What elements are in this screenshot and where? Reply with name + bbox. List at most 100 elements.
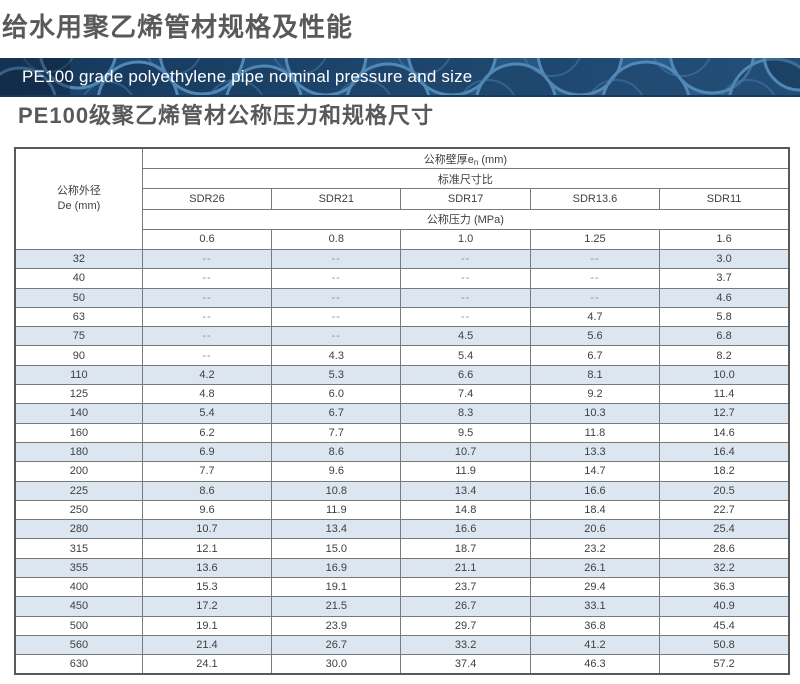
cell-sdr13-6: 46.3 [529, 654, 661, 675]
cell-sdr26: -- [141, 306, 273, 328]
cell-sdr17: 6.6 [400, 364, 531, 386]
table-row: 355 13.6 16.9 21.1 26.1 32.2 [14, 557, 790, 578]
cell-de: 400 [14, 576, 143, 598]
table-row: 110 4.2 5.3 6.6 8.1 10.0 [14, 364, 790, 386]
cell-sdr26: 12.1 [141, 538, 273, 559]
cell-sdr26: 24.1 [141, 654, 273, 675]
cell-sdr21: 30.0 [271, 654, 402, 675]
cell-sdr17: 10.7 [400, 441, 531, 463]
cell-sdr26: 4.2 [141, 364, 273, 386]
cell-sdr13-6: 5.6 [529, 326, 661, 347]
header-nominal-outside-diameter: 公称外径 De (mm) [14, 147, 143, 250]
cell-sdr17: 5.4 [400, 345, 531, 366]
header-sdr21: SDR21 [271, 188, 402, 210]
cell-sdr17: 16.6 [400, 519, 531, 540]
cell-sdr13-6: 13.3 [529, 441, 661, 463]
cell-sdr21: 15.0 [271, 538, 402, 559]
cell-sdr26: -- [141, 326, 273, 347]
pressure-0-8: 0.8 [271, 228, 402, 250]
header-sdr17: SDR17 [400, 188, 531, 210]
table-row: 90 -- 4.3 5.4 6.7 8.2 [14, 345, 790, 366]
cell-de: 450 [14, 596, 143, 617]
cell-de: 32 [14, 248, 143, 270]
cell-sdr26: -- [141, 345, 273, 366]
cell-sdr21: 8.6 [271, 441, 402, 463]
wall-header-subscript: n [473, 157, 479, 167]
cell-sdr11: 12.7 [659, 403, 790, 424]
cell-de: 110 [14, 364, 143, 386]
cell-sdr11: 10.0 [659, 364, 790, 386]
cell-sdr17: 11.9 [400, 461, 531, 482]
cell-sdr26: 7.7 [141, 461, 273, 482]
cell-de: 63 [14, 306, 143, 328]
header-sdr13-6: SDR13.6 [529, 188, 661, 210]
cell-sdr13-6: 33.1 [529, 596, 661, 617]
cell-sdr11: 3.7 [659, 268, 790, 289]
cell-de: 250 [14, 499, 143, 521]
cell-sdr11: 6.8 [659, 326, 790, 347]
cell-sdr13-6: 26.1 [529, 557, 661, 578]
cell-sdr17: -- [400, 268, 531, 289]
cell-sdr21: 9.6 [271, 461, 402, 482]
table-row: 500 19.1 23.9 29.7 36.8 45.4 [14, 615, 790, 636]
cell-sdr11: 32.2 [659, 557, 790, 578]
cell-sdr11: 25.4 [659, 519, 790, 540]
cell-sdr13-6: 16.6 [529, 480, 661, 501]
cell-sdr13-6: 8.1 [529, 364, 661, 386]
cell-de: 630 [14, 654, 143, 675]
cell-sdr21: -- [271, 287, 402, 308]
cell-sdr11: 57.2 [659, 654, 790, 675]
cell-sdr17: 13.4 [400, 480, 531, 501]
table-row: 280 10.7 13.4 16.6 20.6 25.4 [14, 519, 790, 540]
pressure-0-6: 0.6 [141, 228, 273, 250]
cell-sdr17: 37.4 [400, 654, 531, 675]
table-row: 63 -- -- -- 4.7 5.8 [14, 306, 790, 328]
pressure-1-6: 1.6 [659, 228, 790, 250]
cell-de: 75 [14, 326, 143, 347]
cell-sdr13-6: 29.4 [529, 576, 661, 598]
cell-sdr26: 9.6 [141, 499, 273, 521]
cell-sdr11: 20.5 [659, 480, 790, 501]
cell-sdr21: 4.3 [271, 345, 402, 366]
cell-de: 90 [14, 345, 143, 366]
cell-sdr11: 45.4 [659, 615, 790, 636]
cell-sdr11: 11.4 [659, 384, 790, 405]
cell-sdr21: 21.5 [271, 596, 402, 617]
cell-sdr21: 19.1 [271, 576, 402, 598]
table-row: 630 24.1 30.0 37.4 46.3 57.2 [14, 654, 790, 675]
table-body: 32 -- -- -- -- 3.0 40 -- -- -- -- 3.7 50… [14, 248, 790, 675]
table-row: 125 4.8 6.0 7.4 9.2 11.4 [14, 384, 790, 405]
cell-sdr11: 16.4 [659, 441, 790, 463]
cell-sdr11: 50.8 [659, 634, 790, 656]
cell-sdr26: 8.6 [141, 480, 273, 501]
pressure-values-row: 0.6 0.8 1.0 1.25 1.6 [15, 228, 790, 250]
cell-de: 355 [14, 557, 143, 578]
table-row: 315 12.1 15.0 18.7 23.2 28.6 [14, 538, 790, 559]
cell-sdr13-6: 20.6 [529, 519, 661, 540]
cell-sdr17: -- [400, 306, 531, 328]
header-od-line2: De (mm) [57, 199, 101, 212]
table-row: 225 8.6 10.8 13.4 16.6 20.5 [14, 480, 790, 501]
table-row: 75 -- -- 4.5 5.6 6.8 [14, 326, 790, 347]
cell-sdr11: 4.6 [659, 287, 790, 308]
cell-sdr21: 26.7 [271, 634, 402, 656]
cell-sdr11: 40.9 [659, 596, 790, 617]
cell-sdr26: 15.3 [141, 576, 273, 598]
cell-sdr11: 28.6 [659, 538, 790, 559]
cell-de: 500 [14, 615, 143, 636]
cell-sdr26: 13.6 [141, 557, 273, 578]
banner: PE100 grade polyethylene pipe nominal pr… [0, 58, 800, 97]
cell-sdr26: 5.4 [141, 403, 273, 424]
cell-de: 50 [14, 287, 143, 308]
cell-sdr13-6: 9.2 [529, 384, 661, 405]
cell-sdr21: -- [271, 268, 402, 289]
cell-sdr13-6: 23.2 [529, 538, 661, 559]
cell-de: 225 [14, 480, 143, 501]
cell-sdr26: 17.2 [141, 596, 273, 617]
cell-sdr11: 5.8 [659, 306, 790, 328]
cell-sdr26: 21.4 [141, 634, 273, 656]
pipe-spec-table: 公称外径 De (mm) 公称壁厚en (mm) 标准尺寸比 SDR26 SDR… [14, 147, 790, 676]
header-wall-thickness: 公称壁厚en (mm) [141, 147, 790, 170]
cell-de: 315 [14, 538, 143, 559]
cell-sdr13-6: 41.2 [529, 634, 661, 656]
